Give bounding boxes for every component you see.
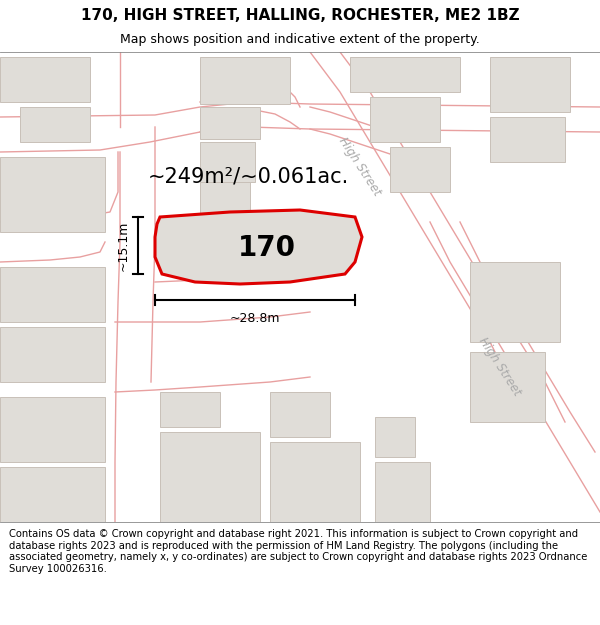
Polygon shape bbox=[200, 182, 250, 217]
Polygon shape bbox=[160, 392, 220, 427]
Polygon shape bbox=[0, 397, 105, 462]
Polygon shape bbox=[490, 117, 565, 162]
Polygon shape bbox=[270, 392, 330, 437]
Text: Contains OS data © Crown copyright and database right 2021. This information is : Contains OS data © Crown copyright and d… bbox=[9, 529, 587, 574]
Text: ~15.1m: ~15.1m bbox=[117, 220, 130, 271]
Polygon shape bbox=[350, 57, 460, 92]
Text: 170: 170 bbox=[238, 234, 296, 262]
Polygon shape bbox=[200, 57, 290, 104]
Polygon shape bbox=[0, 157, 105, 232]
Polygon shape bbox=[155, 210, 362, 284]
Text: Map shows position and indicative extent of the property.: Map shows position and indicative extent… bbox=[120, 32, 480, 46]
Polygon shape bbox=[490, 57, 570, 112]
Polygon shape bbox=[0, 57, 90, 102]
Polygon shape bbox=[200, 142, 255, 182]
Polygon shape bbox=[270, 442, 360, 522]
Polygon shape bbox=[470, 262, 560, 342]
Polygon shape bbox=[375, 417, 415, 457]
Text: 170, HIGH STREET, HALLING, ROCHESTER, ME2 1BZ: 170, HIGH STREET, HALLING, ROCHESTER, ME… bbox=[80, 8, 520, 23]
Polygon shape bbox=[0, 327, 105, 382]
Polygon shape bbox=[375, 462, 430, 522]
Polygon shape bbox=[20, 107, 90, 142]
Text: High Street: High Street bbox=[337, 136, 383, 199]
Polygon shape bbox=[0, 467, 105, 522]
Polygon shape bbox=[390, 147, 450, 192]
Polygon shape bbox=[370, 97, 440, 142]
Polygon shape bbox=[200, 107, 260, 139]
Polygon shape bbox=[0, 267, 105, 322]
Text: High Street: High Street bbox=[476, 336, 524, 399]
Text: ~28.8m: ~28.8m bbox=[230, 312, 280, 325]
Text: ~249m²/~0.061ac.: ~249m²/~0.061ac. bbox=[148, 167, 349, 187]
Polygon shape bbox=[160, 432, 260, 522]
Polygon shape bbox=[470, 352, 545, 422]
